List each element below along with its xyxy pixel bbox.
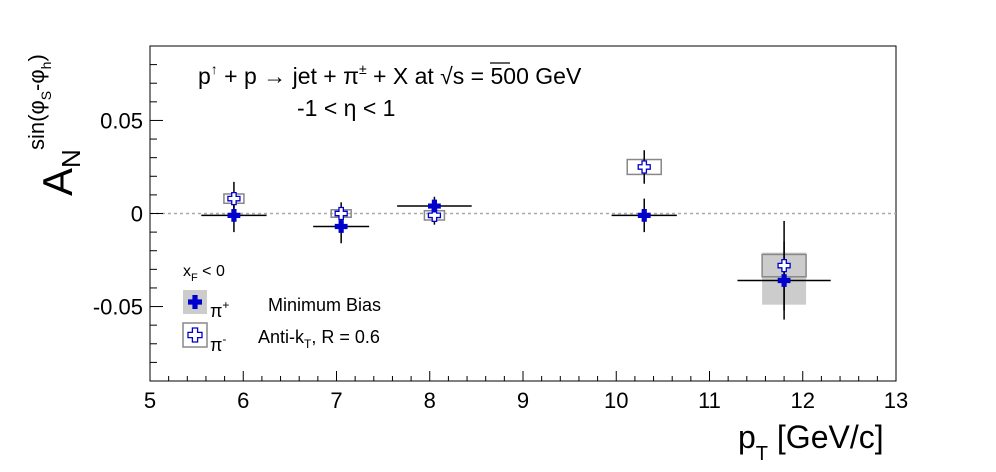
legend-note-anti-kt: Anti-kT, R = 0.6 bbox=[258, 327, 380, 351]
legend-note-min-bias: Minimum Bias bbox=[268, 295, 381, 315]
data-marks bbox=[201, 150, 831, 320]
y-tick-label: 0 bbox=[131, 202, 143, 227]
y-axis-label-superscript: sin(φS-φh) bbox=[24, 54, 54, 150]
x-tick-label: 10 bbox=[604, 388, 628, 413]
legend-swatch-pi-minus bbox=[182, 322, 208, 348]
y-tick-label: -0.05 bbox=[93, 295, 143, 320]
chart-title-line2: -1 < η < 1 bbox=[297, 95, 395, 121]
x-tick-label: 6 bbox=[237, 388, 249, 413]
x-tick-label: 11 bbox=[698, 388, 721, 413]
y-axis-label: AN bbox=[34, 149, 86, 196]
data-point-pi-plus bbox=[428, 199, 441, 213]
legend-marker-pi-plus bbox=[188, 295, 202, 309]
x-tick-label: 8 bbox=[424, 388, 436, 413]
data-point-pi-minus bbox=[427, 208, 442, 223]
data-point-pi-plus bbox=[227, 208, 241, 222]
chart-title-line1: p↑ + p → jet + π± + X at √s = 500 GeV bbox=[198, 61, 582, 89]
axes: 5 6 7 8 9 10 11 12 13 0.05 0 -0.05 bbox=[93, 45, 908, 413]
x-tick-label: 5 bbox=[144, 388, 156, 413]
data-point-pi-minus bbox=[334, 206, 348, 221]
y-tick-label: 0.05 bbox=[100, 108, 143, 133]
x-axis-label: pT [GeV/c] bbox=[738, 419, 884, 465]
legend: xF < 0 π+ Minimum Bias π- Anti-kT, R = 0… bbox=[182, 263, 381, 355]
data-point-pi-plus bbox=[777, 274, 791, 287]
legend-label-pi-minus: π- bbox=[210, 332, 226, 355]
data-point-pi-plus bbox=[637, 208, 651, 222]
data-point-pi-minus bbox=[227, 191, 241, 206]
x-tick-label: 9 bbox=[517, 388, 529, 413]
data-point-pi-plus bbox=[334, 220, 348, 233]
data-point-pi-minus bbox=[777, 258, 791, 273]
x-tick-label: 13 bbox=[884, 388, 908, 413]
x-tick-label: 12 bbox=[791, 388, 815, 413]
legend-label-pi-plus: π+ bbox=[210, 298, 229, 321]
data-point-pi-minus bbox=[637, 160, 651, 174]
x-tick-label: 7 bbox=[330, 388, 342, 413]
legend-marker-pi-minus bbox=[187, 327, 203, 343]
legend-header: xF < 0 bbox=[183, 263, 225, 284]
